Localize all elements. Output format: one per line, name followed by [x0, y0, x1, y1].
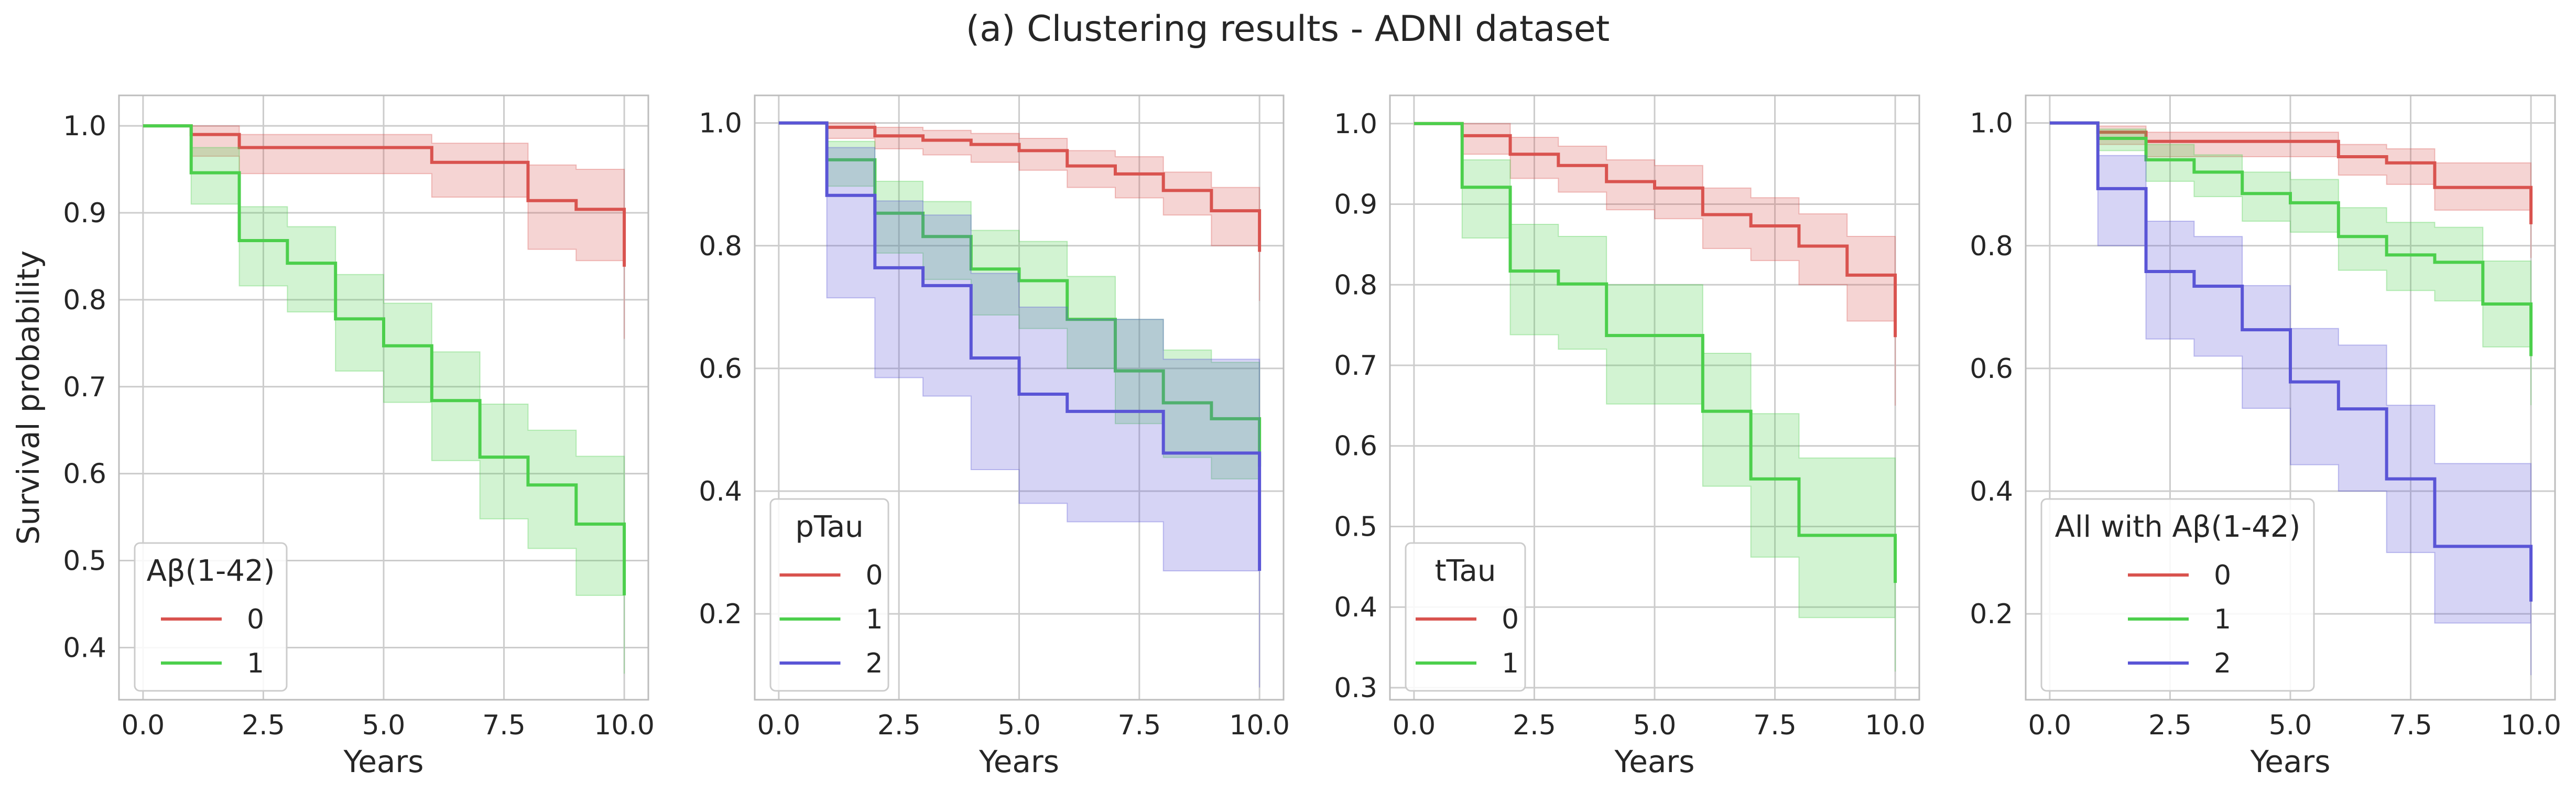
y-tick-label: 0.4 [699, 476, 742, 507]
y-tick-label: 0.9 [63, 198, 106, 229]
y-tick-label: 0.4 [1334, 592, 1377, 623]
y-tick-label: 0.2 [1970, 599, 2013, 630]
x-tick-label: 0.0 [2028, 710, 2072, 741]
legend-title: pTau [795, 510, 863, 544]
x-tick-label: 5.0 [997, 710, 1041, 741]
survival-curve-series-2 [2049, 121, 2533, 602]
x-tick-label: 10.0 [1229, 710, 1290, 741]
legend-title: tTau [1435, 554, 1496, 588]
y-tick-label: 0.4 [1970, 476, 2013, 507]
x-axis-label: Years [1614, 744, 1694, 779]
y-tick-label: 1.0 [1334, 108, 1377, 140]
legend-label: 1 [247, 648, 264, 679]
figure-title: (a) Clustering results - ADNI dataset [966, 8, 1610, 50]
legend: Aβ(1-42) 0 1 [134, 542, 288, 692]
y-tick-label: 0.6 [1334, 431, 1377, 462]
survival-curve-series-0 [1414, 122, 1897, 338]
x-axis-label: Years [979, 744, 1059, 779]
plot-frame [1389, 94, 1920, 701]
legend-label: 0 [1502, 604, 1519, 635]
y-tick-label: 0.5 [1334, 511, 1377, 542]
legend-label: 0 [247, 604, 264, 635]
x-tick-label: 7.5 [2389, 710, 2432, 741]
ci-band-series-2 [778, 122, 1260, 688]
x-tick-label: 7.5 [482, 710, 526, 741]
legend-label: 2 [2214, 648, 2231, 679]
x-tick-label: 0.0 [757, 710, 801, 741]
y-tick-label: 0.6 [699, 353, 742, 385]
subplot-3: 0.0 2.5 5.0 7.5 10.0 0.3 0.4 0.5 0.6 0.7 0.8 0.9 1.0… [1334, 94, 1926, 779]
y-tick-label: 1.0 [1970, 108, 2013, 139]
legend-label: 1 [866, 604, 883, 635]
legend-title: Aβ(1-42) [147, 554, 275, 588]
x-tick-label: 0.0 [122, 710, 165, 741]
y-tick-label: 0.7 [1334, 350, 1377, 382]
survival-curve-series-0 [778, 121, 1262, 252]
legend: All with Aβ(1-42) 0 1 2 [2040, 498, 2315, 692]
plot-frame [118, 94, 649, 701]
legend-box [134, 542, 288, 692]
y-tick-label: 1.0 [699, 108, 742, 139]
survival-curve-series-2 [778, 121, 1262, 571]
y-tick-label: 0.8 [63, 285, 106, 316]
x-tick-label: 10.0 [1865, 710, 1926, 741]
y-tick-label: 0.8 [1970, 231, 2013, 262]
x-tick-label: 7.5 [1117, 710, 1161, 741]
y-tick-label: 0.5 [63, 546, 106, 577]
plot-frame [2025, 94, 2556, 701]
x-tick-label: 7.5 [1753, 710, 1797, 741]
y-tick-label: 0.6 [63, 459, 106, 490]
x-tick-label: 10.0 [2501, 710, 2561, 741]
ci-band-series-0 [778, 122, 1260, 301]
legend-label: 2 [866, 648, 883, 679]
x-tick-label: 2.5 [877, 710, 921, 741]
y-tick-label: 1.0 [63, 111, 106, 142]
x-tick-label: 2.5 [2148, 710, 2192, 741]
x-tick-label: 10.0 [594, 710, 655, 741]
legend-label: 0 [866, 560, 883, 591]
ci-band-series-1 [1414, 123, 1896, 672]
legend-box [769, 498, 889, 692]
y-tick-label: 0.9 [1334, 189, 1377, 221]
x-tick-label: 5.0 [2269, 710, 2312, 741]
subplots: 0.0 2.5 5.0 7.5 10.00.40.50.60.70.80.91.0Yea… [10, 94, 2561, 779]
subplot-1: 0.0 2.5 5.0 7.5 10.0 0.4 0.5 0.6 0.7 0.8 0.9 1.0 Yea… [10, 94, 655, 779]
plot-frame [754, 94, 1285, 701]
x-tick-label: 5.0 [362, 710, 406, 741]
legend-label: 1 [2214, 604, 2231, 635]
legend-label: 0 [2214, 560, 2231, 591]
survival-curve-series-1 [143, 124, 626, 595]
survival-curve-series-1 [2049, 121, 2533, 356]
x-axis-label: Years [2249, 744, 2330, 779]
subplot-4: 0.0 2.5 5.0 7.5 10.0 0.2 0.4 0.6 0.8 1.0 Years All … [1970, 94, 2561, 779]
legend-label: 1 [1502, 648, 1519, 679]
y-tick-label: 0.8 [699, 231, 742, 262]
y-tick-label: 0.3 [1334, 672, 1377, 704]
x-axis-label: Years [343, 744, 423, 779]
legend-title: All with Aβ(1-42) [2055, 510, 2301, 544]
subplot-2: 0.0 2.5 5.0 7.5 10.0 0.2 0.4 0.6 0.8 1.0 Years pTau… [699, 94, 1290, 779]
y-tick-label: 0.6 [1970, 353, 2013, 385]
x-tick-label: 2.5 [242, 710, 285, 741]
y-axis-label: Survival probability [10, 251, 46, 545]
legend-box [2040, 498, 2315, 692]
y-tick-label: 0.7 [63, 372, 106, 403]
y-tick-label: 0.8 [1334, 269, 1377, 301]
x-tick-label: 5.0 [1633, 710, 1677, 741]
legend-box [1405, 542, 1526, 692]
y-tick-label: 0.4 [63, 632, 106, 664]
y-tick-label: 0.2 [699, 599, 742, 630]
survival-curve-series-1 [1414, 122, 1897, 583]
survival-curve-series-1 [778, 121, 1262, 467]
x-tick-label: 0.0 [1393, 710, 1436, 741]
x-tick-label: 2.5 [1513, 710, 1556, 741]
